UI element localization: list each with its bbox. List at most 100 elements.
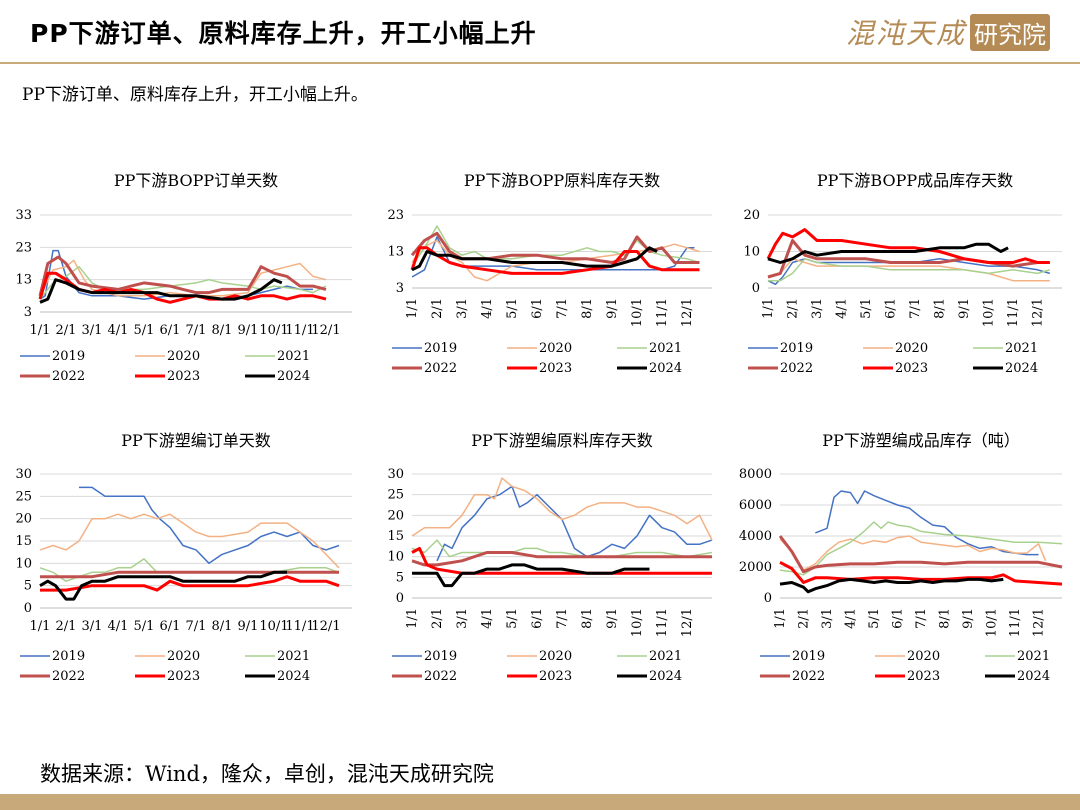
y-tick-label: 3 — [396, 281, 404, 296]
series-line-2024 — [39, 278, 283, 304]
x-tick-label: 10/1 — [259, 619, 288, 634]
legend-label: 2020 — [895, 341, 928, 356]
legend-label: 2021 — [277, 349, 310, 364]
y-tick-label: 20 — [387, 508, 404, 523]
legend-label: 2021 — [649, 649, 682, 664]
legend-label: 2019 — [52, 649, 85, 664]
y-tick-label: 15 — [15, 534, 32, 549]
legend-label: 2024 — [1017, 669, 1050, 684]
legend-label: 2020 — [907, 649, 940, 664]
y-tick-label: 20 — [15, 512, 32, 527]
x-tick-label: 7/1 — [555, 608, 570, 629]
legend-label: 2021 — [649, 341, 682, 356]
series-line-2024 — [779, 577, 1004, 594]
legend-label: 2020 — [539, 341, 572, 356]
series-line-2019 — [436, 485, 713, 562]
series-line-2019 — [411, 236, 695, 278]
x-tick-label: 12/1 — [680, 608, 695, 637]
legend-label: 2019 — [780, 341, 813, 356]
series-line-2021 — [779, 521, 1063, 576]
legend-label: 2019 — [52, 349, 85, 364]
woven-finished-inventory-svg: PP下游塑编成品库存（吨） 0 2000 4000 6000 8000 1/1 2/1 3/1 4… — [739, 431, 1063, 684]
x-tick-label: 10/1 — [982, 298, 997, 327]
x-tick-label: 6/1 — [530, 298, 545, 319]
x-tick-label: 11/1 — [1008, 608, 1023, 637]
chart-bopp-finished-inventory: PP下游BOPP成品库存天数 0 10 20 1/1 2/1 3/1 4/1 5/1 6/1 7/1… — [720, 160, 1080, 400]
x-tick-label: 9/1 — [238, 619, 259, 634]
x-tick-label: 1/1 — [773, 608, 788, 629]
legend-label: 2022 — [52, 669, 85, 684]
y-tick-label: 23 — [15, 240, 32, 255]
legend-label: 2024 — [277, 369, 310, 384]
x-tick-label: 9/1 — [957, 298, 972, 319]
legend-label: 2023 — [907, 669, 940, 684]
x-tick-label: 2/1 — [56, 619, 77, 634]
y-tick-label: 25 — [387, 488, 404, 503]
woven-raw-inventory-svg: PP下游塑编原料库存天数 0 5 10 15 20 25 30 1/1 2/1 3/1 4/1 5/1 6… — [387, 431, 713, 684]
x-tick-label: 8/1 — [212, 323, 233, 338]
x-tick-label: 11/1 — [285, 323, 314, 338]
x-tick-label: 4/1 — [835, 298, 850, 319]
legend-label: 2019 — [424, 341, 457, 356]
x-tick-label: 3/1 — [82, 619, 103, 634]
chart-title: PP下游BOPP订单天数 — [114, 171, 278, 190]
y-tick-label: 8000 — [739, 467, 772, 482]
brand-logo: 混沌天成 研究院 — [846, 12, 1051, 52]
series-line-2021 — [768, 258, 1051, 282]
legend-label: 2021 — [1017, 649, 1050, 664]
x-tick-label: 4/1 — [480, 608, 495, 629]
legend-label: 2021 — [277, 649, 310, 664]
x-tick-label: 2/1 — [56, 323, 77, 338]
series-line-2019 — [815, 490, 1039, 556]
x-tick-label: 1/1 — [405, 608, 420, 629]
x-tick-label: 6/1 — [884, 298, 899, 319]
x-tick-label: 4/1 — [480, 298, 495, 319]
series-line-2020 — [411, 239, 700, 282]
chart-title: PP下游塑编订单天数 — [121, 431, 271, 450]
y-tick-label: 23 — [387, 208, 404, 223]
x-tick-label: 2/1 — [430, 298, 445, 319]
x-tick-label: 12/1 — [311, 323, 340, 338]
legend-label: 2021 — [1005, 341, 1038, 356]
chart-title: PP下游塑编成品库存（吨） — [822, 431, 1020, 450]
series-line-2022 — [778, 535, 1063, 574]
series-line-2023 — [779, 560, 1063, 586]
x-tick-label: 12/1 — [1032, 608, 1047, 637]
chart-woven-finished-inventory: PP下游塑编成品库存（吨） 0 2000 4000 6000 8000 1/1 2/1 3/1 4… — [720, 420, 1080, 700]
y-tick-label: 33 — [15, 208, 32, 223]
x-tick-label: 5/1 — [867, 608, 882, 629]
legend-label: 2022 — [424, 361, 457, 376]
series-line-2020 — [779, 535, 1047, 571]
x-tick-label: 7/1 — [555, 298, 570, 319]
y-tick-label: 30 — [15, 467, 32, 482]
x-tick-label: 8/1 — [580, 608, 595, 629]
y-tick-label: 13 — [15, 273, 32, 288]
series-line-2023 — [411, 546, 712, 575]
x-tick-label: 11/1 — [285, 619, 314, 634]
legend-label: 2020 — [167, 349, 200, 364]
x-tick-label: 12/1 — [311, 619, 340, 634]
series-line-2021 — [39, 265, 327, 300]
x-tick-label: 10/1 — [630, 298, 645, 327]
x-tick-label: 5/1 — [134, 619, 155, 634]
legend-label: 2024 — [1005, 361, 1038, 376]
series-line-2021 — [411, 539, 713, 558]
x-tick-label: 4/1 — [108, 323, 129, 338]
x-tick-label: 3/1 — [455, 298, 470, 319]
series-line-2020 — [767, 258, 1050, 282]
x-tick-label: 5/1 — [505, 608, 520, 629]
legend-label: 2023 — [895, 361, 928, 376]
y-tick-label: 25 — [15, 489, 32, 504]
x-tick-label: 12/1 — [680, 298, 695, 327]
legend-label: 2020 — [167, 649, 200, 664]
bopp-finished-inventory-svg: PP下游BOPP成品库存天数 0 10 20 1/1 2/1 3/1 4/1 5/1 6/1 7/1… — [743, 171, 1062, 376]
series-line-2019 — [79, 486, 340, 565]
x-tick-label: 3/1 — [820, 608, 835, 629]
x-tick-label: 12/1 — [1031, 298, 1046, 327]
y-tick-label: 5 — [24, 579, 32, 594]
page-title: PP下游订单、原料库存上升，开工小幅上升 — [30, 19, 537, 48]
chart-bopp-raw-inventory: PP下游BOPP原料库存天数 3 13 23 1/1 2/1 3/1 4/1 5/1 6/1 7/1… — [370, 160, 730, 400]
y-tick-label: 30 — [387, 467, 404, 482]
x-tick-label: 11/1 — [655, 298, 670, 327]
y-tick-label: 6000 — [739, 498, 772, 513]
